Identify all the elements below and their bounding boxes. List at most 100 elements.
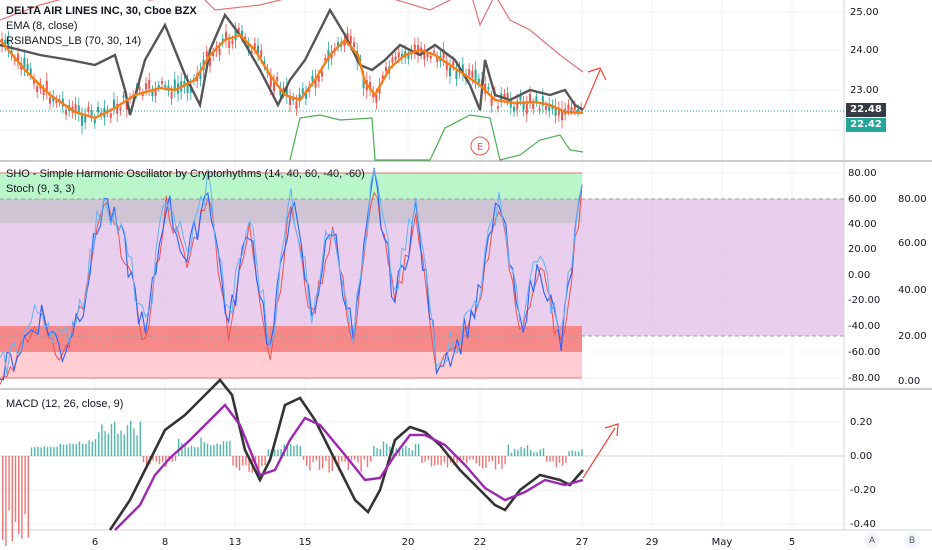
- sho-title[interactable]: SHO - Simple Harmonic Oscillator by Cryp…: [6, 168, 365, 180]
- macd-hist-bar: [440, 456, 442, 466]
- candle-body: [247, 43, 250, 50]
- candle-body: [90, 110, 93, 116]
- macd-hist-bar: [546, 456, 548, 462]
- candle-body: [394, 56, 397, 60]
- candle-body: [407, 53, 410, 59]
- macd-hist-bar: [14, 456, 17, 522]
- candle-body: [122, 95, 125, 98]
- macd-hist-bar: [482, 456, 484, 469]
- candle-body: [305, 92, 307, 99]
- macd-title[interactable]: MACD (12, 26, close, 9): [6, 398, 124, 410]
- candle-body: [516, 101, 519, 110]
- macd-hist-bar: [402, 447, 404, 456]
- candle-body: [26, 64, 29, 71]
- macd-hist-bar: [555, 456, 557, 468]
- macd-hist-bar: [120, 430, 122, 456]
- macd-hist-bar: [354, 456, 356, 460]
- macd-hist-bar: [261, 456, 263, 467]
- macd-hist-bar: [434, 456, 436, 466]
- candle-body: [65, 109, 67, 115]
- candle-body: [4, 39, 7, 46]
- macd-hist-bar: [158, 456, 161, 465]
- y-tick-label: 25.00: [850, 7, 879, 18]
- macd-hist-bar: [242, 456, 244, 466]
- macd-hist-bar: [98, 432, 100, 456]
- candle-body: [433, 50, 435, 53]
- x-tick-label: 13: [229, 537, 242, 548]
- symbol-title[interactable]: DELTA AIR LINES INC, 30, Cboe BZX: [6, 5, 197, 17]
- y-tick-label: 80.00: [898, 194, 927, 205]
- stoch-legend[interactable]: Stoch (9, 3, 3): [6, 183, 76, 195]
- candle-body: [161, 81, 163, 84]
- projection-arrow-macd-head: [604, 423, 619, 437]
- candle-body: [145, 83, 147, 90]
- candle-body: [7, 39, 10, 50]
- macd-hist-bar: [347, 456, 349, 471]
- candle-body: [269, 76, 272, 87]
- y-tick-label: 0.20: [850, 417, 872, 428]
- candle-body: [369, 82, 371, 90]
- earnings-marker[interactable]: [470, 136, 490, 156]
- projection-arrow-price[interactable]: [582, 69, 601, 111]
- rsibands-legend[interactable]: RSIBANDS_LB (70, 30, 14): [6, 35, 142, 47]
- x-tick-label: 8: [162, 537, 168, 548]
- candle-body: [429, 55, 432, 59]
- projection-arrow-price-head: [587, 67, 607, 81]
- candle-body: [36, 85, 39, 93]
- candle-body: [548, 104, 551, 112]
- candle-body: [349, 35, 352, 44]
- macd-hist-bar: [456, 456, 458, 463]
- candle-body: [148, 79, 151, 89]
- candle-body: [295, 101, 298, 110]
- candle-body: [186, 82, 189, 93]
- macd-hist-bar: [405, 445, 407, 456]
- candle-body: [557, 108, 560, 116]
- macd-hist-bar: [226, 441, 228, 456]
- macd-hist-bar: [517, 449, 519, 456]
- x-tick-label: 29: [646, 537, 659, 548]
- candle-body: [116, 103, 119, 114]
- macd-hist-bar: [216, 443, 218, 456]
- candle-body: [241, 30, 243, 37]
- macd-hist-bar: [286, 444, 289, 456]
- macd-hist-bar: [341, 456, 343, 462]
- candle-body: [244, 36, 247, 39]
- stoch-lines: [0, 167, 583, 385]
- ema-legend[interactable]: EMA (8, close): [6, 20, 78, 32]
- macd-hist-bar: [18, 456, 20, 535]
- macd-hist-bar: [309, 456, 311, 471]
- candle-body: [391, 57, 394, 63]
- macd-hist-bar: [533, 452, 535, 456]
- macd-hist-bar: [136, 435, 138, 456]
- macd-hist-bar: [430, 456, 433, 467]
- macd-hist-bar: [194, 447, 196, 456]
- macd-legend: MACD (12, 26, close, 9): [6, 397, 123, 412]
- macd-hist-bar: [37, 446, 39, 456]
- macd-hist-bar: [200, 437, 202, 456]
- log-scale-button[interactable]: B: [904, 532, 920, 548]
- candle-body: [49, 97, 51, 104]
- macd-hist-bar: [8, 456, 10, 511]
- candle-body: [97, 106, 99, 113]
- candle-body: [538, 108, 541, 111]
- candle-body: [452, 60, 455, 66]
- macd-hist-bar: [178, 438, 180, 456]
- macd-hist-bar: [11, 456, 13, 542]
- candle-body: [423, 51, 426, 60]
- y-tick-label: -0.40: [850, 519, 876, 530]
- macd-hist-bar: [232, 456, 234, 466]
- macd-hist-bar: [197, 447, 199, 456]
- last-price-badge: 22.48: [846, 103, 886, 117]
- macd-hist-bar: [219, 444, 221, 456]
- candle-body: [577, 109, 579, 112]
- macd-hist-bar: [235, 456, 237, 468]
- candle-body: [225, 31, 227, 41]
- macd-hist-bar: [360, 456, 362, 472]
- macd-hist-bar: [472, 456, 474, 460]
- macd-hist-bar: [363, 456, 365, 460]
- auto-scale-button[interactable]: A: [864, 532, 880, 548]
- macd-hist-bar: [69, 443, 71, 456]
- macd-hist-bar: [334, 456, 337, 460]
- projection-arrow-macd[interactable]: [582, 427, 616, 479]
